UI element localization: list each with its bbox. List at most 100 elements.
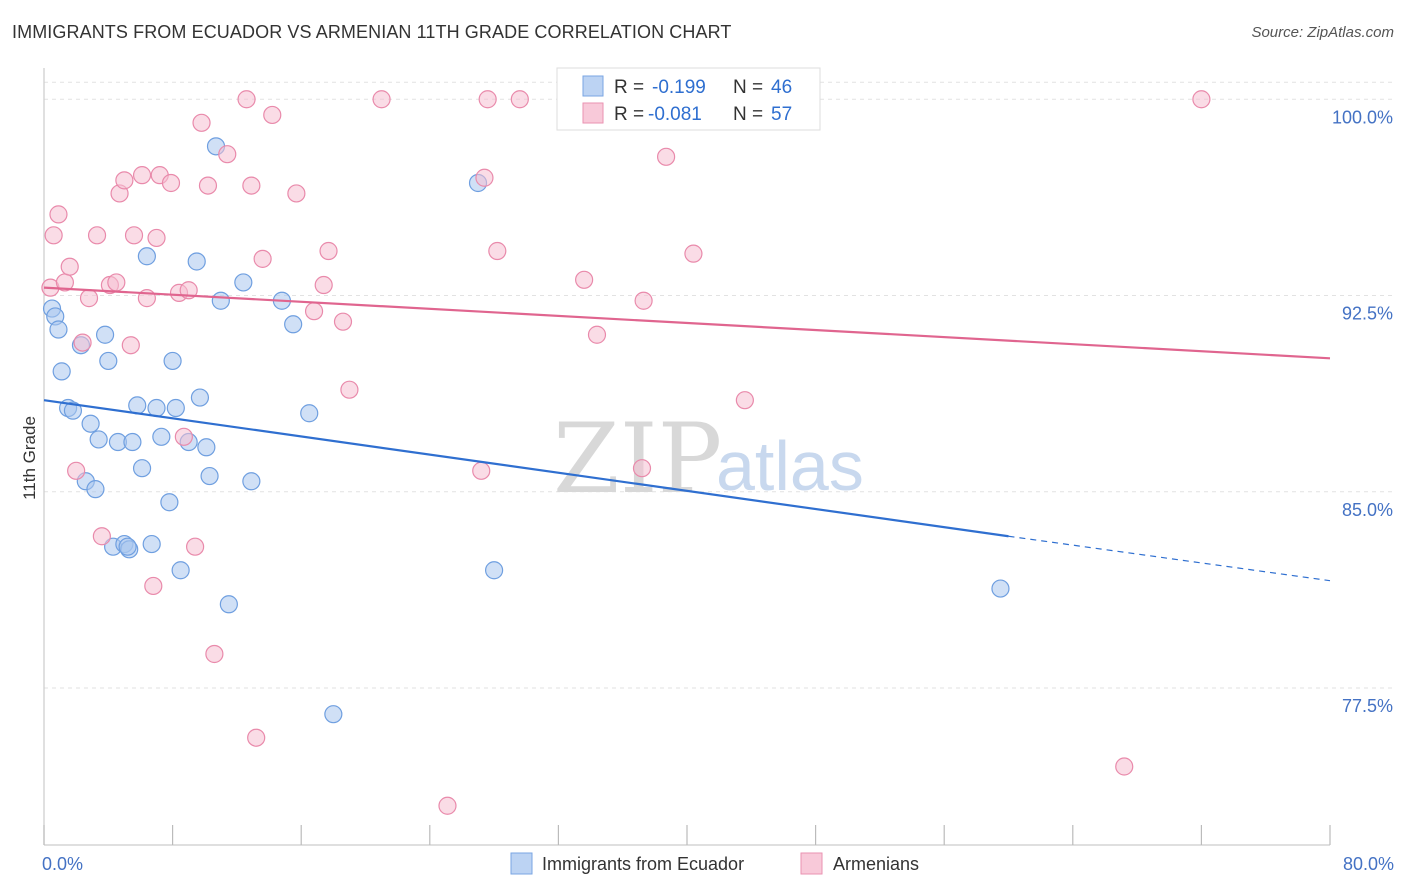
point-armenians-7: [79, 289, 99, 308]
bottom-legend-swatch-armenians: [800, 852, 823, 875]
point-armenians-14: [121, 336, 140, 355]
point-armenians-15: [124, 226, 144, 245]
legend-r-value-armenians: -0.081: [648, 104, 702, 125]
point-armenians-21: [161, 173, 181, 193]
point-ecuador-34: [211, 291, 230, 310]
point-armenians-2: [49, 205, 68, 224]
data-points: [41, 90, 1211, 815]
bottom-legend-swatch-ecuador: [510, 852, 533, 875]
point-armenians-42: [438, 796, 457, 815]
point-armenians-57: [632, 459, 652, 478]
grid-lines: [44, 81, 1392, 689]
point-armenians-56: [1192, 90, 1211, 109]
legend-r-label-armenians: R =: [614, 104, 644, 125]
y-tick-label-0: 100.0%: [1332, 107, 1393, 127]
y-tick-label-3: 77.5%: [1342, 696, 1393, 716]
bottom-legend-label-ecuador: Immigrants from Ecuador: [542, 854, 744, 874]
point-armenians-47: [510, 90, 529, 109]
point-armenians-26: [192, 113, 211, 132]
point-ecuador-12: [99, 351, 118, 371]
point-armenians-53: [684, 244, 703, 263]
legend: R = -0.199 N = 46 R = -0.081 N = 57: [556, 67, 821, 131]
point-armenians-6: [73, 333, 92, 352]
point-ecuador-17: [123, 432, 142, 452]
point-armenians-9: [92, 527, 111, 546]
point-armenians-4: [60, 257, 79, 276]
point-armenians-28: [205, 644, 224, 664]
tick-labels: 100.0% 92.5% 85.0% 77.5% 0.0% 80.0%: [42, 107, 1394, 874]
point-armenians-25: [186, 537, 205, 556]
watermark-zip: ZIP: [553, 403, 722, 515]
point-armenians-27: [198, 176, 218, 195]
point-armenians-46: [488, 241, 507, 261]
bottom-legend-label-armenians: Armenians: [833, 854, 919, 874]
trend-line-ecuador-extension: [1008, 535, 1331, 582]
point-armenians-36: [304, 302, 324, 321]
y-tick-label-2: 85.0%: [1342, 500, 1393, 520]
point-ecuador-29: [187, 252, 206, 271]
point-armenians-33: [253, 249, 272, 268]
point-armenians-13: [115, 171, 134, 190]
point-ecuador-43: [485, 561, 504, 580]
point-armenians-31: [242, 176, 261, 195]
point-armenians-32: [247, 728, 266, 747]
point-armenians-39: [333, 312, 353, 331]
point-armenians-19: [147, 228, 166, 248]
axes: [43, 68, 1331, 846]
point-armenians-34: [263, 105, 282, 125]
point-ecuador-27: [171, 561, 190, 580]
point-ecuador-23: [152, 427, 171, 446]
x-tick-label-0: 0.0%: [42, 854, 83, 874]
point-armenians-29: [218, 145, 237, 164]
trend-line-armenians: [43, 286, 1331, 360]
point-armenians-35: [287, 184, 306, 203]
point-ecuador-41: [324, 705, 343, 724]
point-ecuador-3: [52, 362, 71, 381]
point-armenians-16: [132, 166, 152, 185]
watermark-atlas: atlas: [716, 427, 864, 505]
watermark: ZIP atlas: [553, 403, 864, 515]
point-armenians-43: [472, 461, 491, 480]
point-ecuador-11: [95, 325, 115, 344]
point-armenians-8: [87, 226, 107, 245]
legend-r-value-ecuador: -0.199: [652, 77, 706, 98]
legend-n-value-ecuador: 46: [771, 77, 792, 98]
y-tick-label-1: 92.5%: [1342, 304, 1393, 324]
point-ecuador-18: [128, 396, 147, 415]
point-armenians-50: [587, 325, 607, 344]
legend-swatch-armenians: [582, 102, 604, 124]
y-axis-label: 11th Grade: [20, 416, 39, 500]
point-ecuador-32: [200, 466, 219, 486]
point-ecuador-25: [163, 351, 182, 371]
point-armenians-38: [319, 241, 338, 261]
point-ecuador-31: [197, 438, 216, 457]
point-armenians-51: [634, 291, 653, 310]
source-label: Source: ZipAtlas.com: [1251, 24, 1394, 41]
x-tick-label-1: 80.0%: [1343, 854, 1394, 874]
point-armenians-30: [237, 90, 256, 109]
point-ecuador-19: [132, 459, 152, 478]
point-ecuador-40: [300, 404, 319, 423]
bottom-legend: Immigrants from Ecuador Armenians: [510, 852, 919, 875]
point-armenians-52: [657, 147, 676, 166]
legend-r-label-ecuador: R =: [614, 77, 644, 98]
legend-n-label-ecuador: N =: [733, 77, 763, 98]
point-ecuador-21: [142, 534, 161, 554]
legend-n-value-armenians: 57: [771, 104, 792, 125]
point-ecuador-44: [991, 579, 1010, 598]
point-ecuador-37: [242, 472, 261, 491]
point-ecuador-36: [234, 273, 253, 292]
point-ecuador-39: [284, 315, 303, 334]
point-armenians-5: [67, 461, 86, 480]
point-ecuador-5: [63, 401, 83, 420]
point-ecuador-26: [166, 398, 185, 418]
point-ecuador-10: [89, 430, 108, 449]
point-ecuador-45: [118, 537, 137, 556]
point-armenians-41: [372, 90, 391, 109]
chart-title: IMMIGRANTS FROM ECUADOR VS ARMENIAN 11TH…: [12, 22, 732, 42]
trend-lines: [43, 286, 1331, 582]
point-ecuador-35: [219, 595, 238, 614]
point-armenians-55: [1115, 757, 1134, 776]
trend-line-ecuador: [43, 399, 1009, 538]
